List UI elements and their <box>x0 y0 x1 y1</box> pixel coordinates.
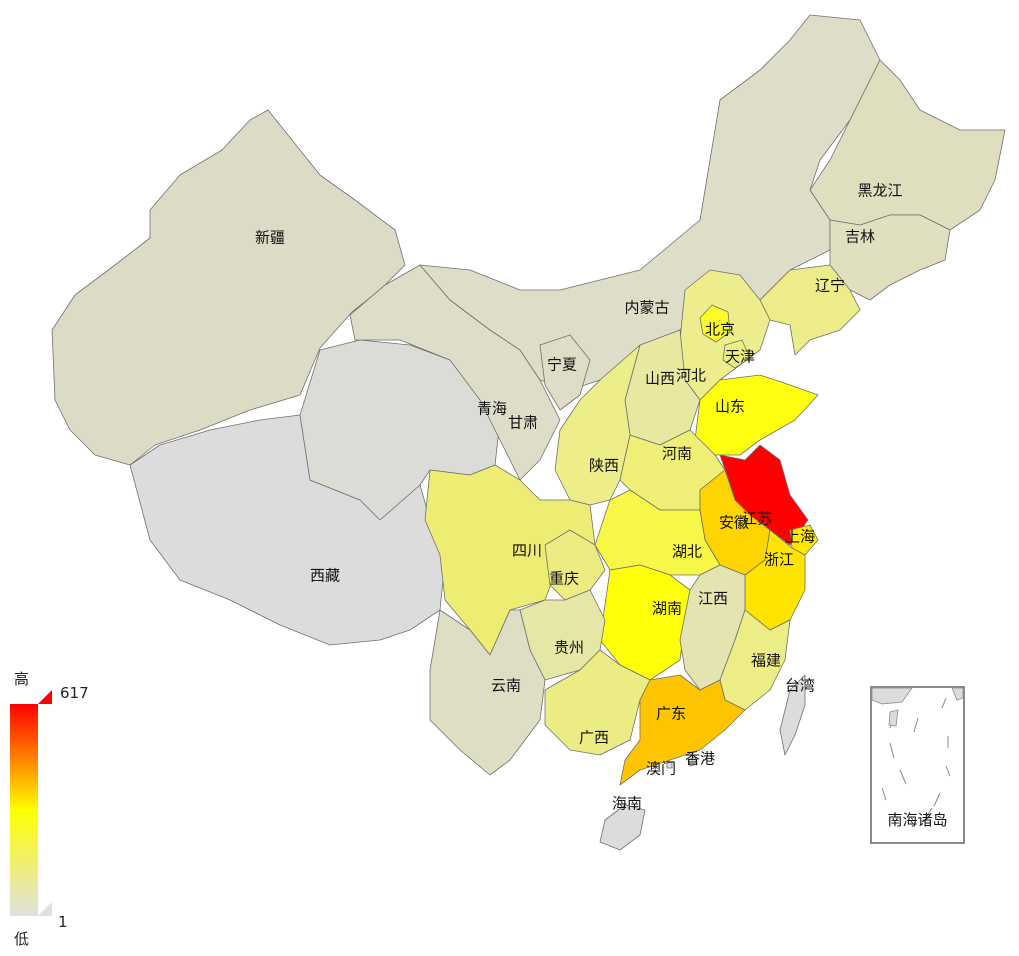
label-hebei: 河北 <box>675 366 707 385</box>
label-yunnan: 云南 <box>490 676 522 695</box>
south-china-sea-inset: 南海诸岛 <box>870 686 965 844</box>
label-guizhou: 贵州 <box>553 638 585 657</box>
region-shandong[interactable] <box>694 374 819 456</box>
label-heilongjiang: 黑龙江 <box>857 181 903 200</box>
label-beijing: 北京 <box>704 320 736 339</box>
legend-low-label: 低 <box>14 930 30 948</box>
label-hunan: 湖南 <box>651 599 683 618</box>
region-shaanxi[interactable] <box>554 344 641 506</box>
legend-min-value: 1 <box>58 913 68 931</box>
label-henan: 河南 <box>661 444 693 463</box>
label-liaoning: 辽宁 <box>814 276 846 295</box>
region-xinjiang[interactable] <box>51 109 406 466</box>
label-jiangxi: 江西 <box>697 589 729 608</box>
region-macau[interactable] <box>666 761 673 769</box>
label-gansu: 甘肃 <box>507 413 539 432</box>
label-guangdong: 广东 <box>655 704 687 723</box>
label-jiangsu: 江苏 <box>741 509 773 528</box>
label-shanghai: 上海 <box>784 527 816 546</box>
legend-max-handle[interactable] <box>38 690 52 704</box>
label-ningxia: 宁夏 <box>546 355 578 374</box>
region-chongqing[interactable] <box>544 529 606 601</box>
region-guangdong[interactable] <box>619 674 746 786</box>
label-hongkong: 香港 <box>684 749 716 768</box>
legend-high-label: 高 <box>14 670 30 688</box>
label-fujian: 福建 <box>750 651 782 670</box>
label-shanxi: 山西 <box>644 369 676 388</box>
label-tianjin: 天津 <box>724 347 756 366</box>
label-shaanxi: 陕西 <box>588 456 620 475</box>
label-hubei: 湖北 <box>671 542 703 561</box>
legend-min-handle[interactable] <box>38 902 52 916</box>
region-hainan[interactable] <box>599 804 646 851</box>
label-shandong: 山东 <box>714 397 746 416</box>
legend-max-value: 617 <box>60 684 89 702</box>
label-xinjiang: 新疆 <box>254 228 286 247</box>
label-qinghai: 青海 <box>476 399 508 418</box>
region-hongkong[interactable] <box>687 756 698 767</box>
label-neimenggu: 内蒙古 <box>624 298 670 317</box>
label-anhui: 安徽 <box>718 513 750 532</box>
label-chongqing: 重庆 <box>548 569 580 588</box>
region-ningxia[interactable] <box>539 334 591 411</box>
label-macau: 澳门 <box>645 759 677 778</box>
region-shanghai[interactable] <box>789 524 819 556</box>
region-liaoning[interactable] <box>759 264 861 356</box>
label-xizang: 西藏 <box>309 566 341 585</box>
legend-bar[interactable] <box>8 684 68 924</box>
inset-islands <box>872 688 963 817</box>
region-yunnan[interactable] <box>429 609 546 776</box>
label-guangxi: 广西 <box>578 728 610 747</box>
inset-label: 南海诸岛 <box>887 811 948 829</box>
label-jilin: 吉林 <box>844 227 876 246</box>
label-sichuan: 四川 <box>511 541 543 560</box>
region-taiwan[interactable] <box>779 674 806 756</box>
region-beijing[interactable] <box>699 304 731 343</box>
region-tianjin[interactable] <box>722 339 751 369</box>
label-hainan: 海南 <box>611 794 643 813</box>
label-zhejiang: 浙江 <box>763 550 795 569</box>
label-taiwan: 台湾 <box>784 676 816 695</box>
